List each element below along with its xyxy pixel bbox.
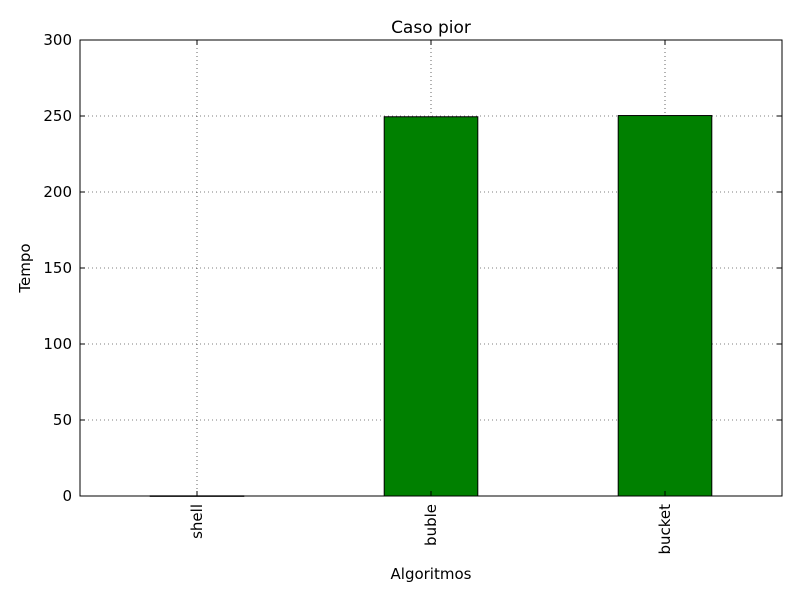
bar-layer — [149, 115, 713, 497]
y-tick-label: 150 — [43, 259, 72, 277]
bar-buble — [383, 116, 479, 497]
y-tick-label: 50 — [53, 411, 72, 429]
tick-layer: 0 50 100 150 200 250 300 shell buble bucket — [43, 31, 782, 555]
x-tick-label: bucket — [656, 504, 674, 555]
y-tick-label: 300 — [43, 31, 72, 49]
y-axis-label: Tempo — [16, 243, 34, 293]
y-tick-label: 250 — [43, 107, 72, 125]
x-axis-label: Algoritmos — [391, 565, 472, 583]
bar-bucket — [617, 115, 713, 497]
x-tick-label: buble — [422, 504, 440, 546]
chart-title: Caso pior — [391, 18, 471, 38]
y-tick-label: 0 — [62, 487, 72, 505]
y-tick-label: 200 — [43, 183, 72, 201]
x-tick-label: shell — [188, 504, 206, 539]
y-tick-label: 100 — [43, 335, 72, 353]
